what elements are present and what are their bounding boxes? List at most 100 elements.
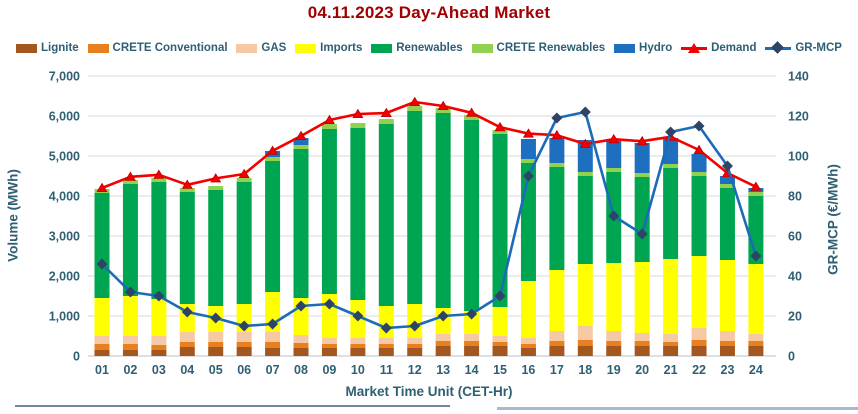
legend-swatch xyxy=(87,43,109,53)
bar-segment-imports xyxy=(549,270,565,331)
gr-mcp-marker xyxy=(238,320,250,332)
legend-swatch xyxy=(471,43,493,53)
legend-item-renewables[interactable]: Renewables xyxy=(371,42,463,54)
bar-segment-crete-renewables xyxy=(122,180,138,184)
bar-segment-crete-renewables xyxy=(606,168,622,172)
demand-marker xyxy=(153,169,165,179)
bar-segment-lignite xyxy=(719,346,735,356)
bar-segment-crete-renewables xyxy=(577,172,593,176)
bar-segment-crete-renewables xyxy=(321,124,337,129)
legend-label: Imports xyxy=(320,42,363,54)
legend-line-glyph xyxy=(765,41,792,54)
bar-segment-hydro xyxy=(719,176,735,184)
demand-marker xyxy=(693,144,705,154)
x-tick-label: 11 xyxy=(380,363,393,377)
bar-segment-crete-conventional xyxy=(321,344,337,348)
gr-mcp-marker xyxy=(380,322,392,334)
legend-swatch xyxy=(295,43,317,53)
legend-label: GR-MCP xyxy=(795,42,842,54)
bar-segment-crete-conventional xyxy=(407,344,423,348)
legend-label: Hydro xyxy=(639,42,673,54)
bar-segment-crete-renewables xyxy=(719,184,735,188)
gr-mcp-marker xyxy=(323,298,335,310)
bar-segment-imports xyxy=(122,296,138,336)
demand-marker xyxy=(608,133,620,144)
x-tick-label: 02 xyxy=(123,363,137,377)
gr-mcp-marker xyxy=(494,290,506,302)
demand-marker xyxy=(522,128,534,138)
legend-swatch xyxy=(16,43,37,53)
y-right-tick-label: 80 xyxy=(788,190,802,204)
bar-segment-lignite xyxy=(293,348,309,356)
bar-segment-lignite xyxy=(122,350,138,356)
legend-item-gas[interactable]: GAS xyxy=(236,42,286,54)
x-tick-label: 23 xyxy=(721,363,735,377)
legend-item-crete-conventional[interactable]: CRETE Conventional xyxy=(87,42,228,54)
bottom-divider-right xyxy=(497,407,858,410)
legend-swatch xyxy=(614,43,636,53)
bar-segment-gas xyxy=(378,338,394,344)
bar-segment-crete-conventional xyxy=(606,341,622,346)
x-tick-label: 18 xyxy=(578,363,592,377)
bar-segment-lignite xyxy=(691,346,707,356)
demand-line xyxy=(101,100,757,190)
bar-segment-crete-conventional xyxy=(464,341,480,346)
legend-item-lignite[interactable]: Lignite xyxy=(16,42,79,54)
x-tick-label: 21 xyxy=(664,363,678,377)
demand-marker xyxy=(124,171,136,181)
bar-segment-gas xyxy=(151,336,167,345)
demand-marker xyxy=(466,107,478,117)
bar-segment-renewables xyxy=(265,161,281,292)
x-tick-label: 03 xyxy=(152,363,166,377)
demand-marker xyxy=(181,179,193,189)
demand-marker xyxy=(323,114,335,124)
y-left-tick-label: 0 xyxy=(73,350,80,364)
y-axis-title-right: GR-MCP (€/MWh) xyxy=(825,164,841,275)
legend-item-crete-renewables[interactable]: CRETE Renewables xyxy=(471,42,605,54)
x-tick-label: 16 xyxy=(521,363,535,377)
bar-segment-renewables xyxy=(435,113,451,308)
bar-segment-gas xyxy=(435,334,451,341)
x-tick-label: 09 xyxy=(322,363,336,377)
gr-mcp-marker xyxy=(522,170,534,182)
bar-segment-gas xyxy=(719,331,735,341)
legend-item-demand[interactable]: Demand xyxy=(681,42,756,54)
bar-segment-crete-conventional xyxy=(94,344,110,350)
bar-segment-renewables xyxy=(208,190,224,306)
x-tick-label: 19 xyxy=(607,363,621,377)
bar-segment-imports xyxy=(577,264,593,326)
bar-segment-crete-conventional xyxy=(492,342,508,346)
gr-mcp-marker xyxy=(409,320,421,332)
gr-mcp-marker xyxy=(181,306,193,318)
gr-mcp-marker xyxy=(153,290,165,302)
bar-segment-crete-renewables xyxy=(549,163,565,167)
bar-segment-imports xyxy=(719,260,735,331)
x-tick-label: 17 xyxy=(550,363,564,377)
demand-marker xyxy=(267,145,279,155)
bar-segment-imports xyxy=(520,281,536,338)
legend-item-hydro[interactable]: Hydro xyxy=(614,42,672,54)
bar-segment-crete-conventional xyxy=(179,342,195,347)
bar-segment-crete-renewables xyxy=(265,157,281,161)
bar-segment-gas xyxy=(407,338,423,344)
bar-segment-imports xyxy=(492,307,508,336)
legend-item-imports[interactable]: Imports xyxy=(295,42,362,54)
y-right-tick-label: 120 xyxy=(788,110,809,124)
bar-segment-renewables xyxy=(293,149,309,298)
bar-segment-crete-renewables xyxy=(634,173,650,177)
bar-segment-crete-conventional xyxy=(293,343,309,348)
bar-segment-gas xyxy=(208,332,224,342)
bar-segment-gas xyxy=(265,332,281,342)
legend-item-gr-mcp[interactable]: GR-MCP xyxy=(765,41,842,54)
bar-segment-crete-conventional xyxy=(634,341,650,346)
bar-segment-crete-conventional xyxy=(719,341,735,346)
y-right-tick-label: 0 xyxy=(788,350,795,364)
bar-segment-gas xyxy=(236,332,252,342)
bar-segment-gas xyxy=(634,333,650,341)
bar-segment-crete-renewables xyxy=(378,119,394,124)
demand-marker xyxy=(238,168,250,178)
y-left-tick-label: 7,000 xyxy=(49,70,80,84)
bar-segment-crete-conventional xyxy=(350,344,366,348)
bar-segment-gas xyxy=(492,336,508,342)
